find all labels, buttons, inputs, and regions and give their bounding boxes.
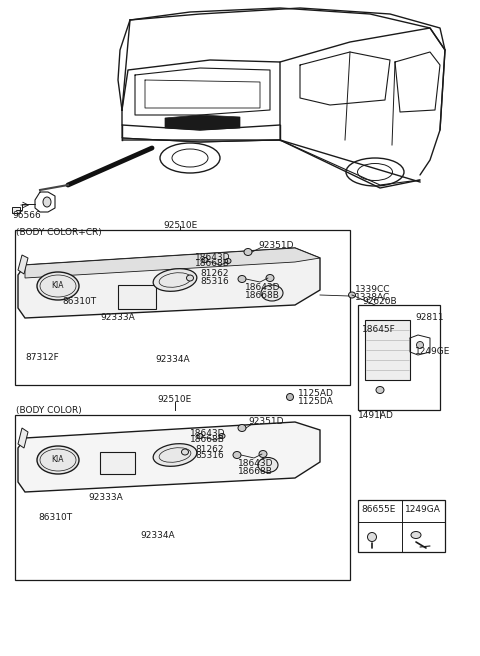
Ellipse shape xyxy=(238,424,246,432)
Text: 86655E: 86655E xyxy=(361,506,396,514)
Bar xyxy=(358,305,440,410)
Ellipse shape xyxy=(187,275,193,281)
Ellipse shape xyxy=(368,533,376,541)
Text: 92811: 92811 xyxy=(415,314,444,323)
Text: 18668B: 18668B xyxy=(245,291,280,300)
Ellipse shape xyxy=(153,443,197,466)
Text: 86310T: 86310T xyxy=(62,298,96,306)
Ellipse shape xyxy=(244,249,252,255)
Ellipse shape xyxy=(233,451,241,459)
Text: 85316: 85316 xyxy=(200,276,229,285)
Ellipse shape xyxy=(259,451,267,457)
Text: 92510E: 92510E xyxy=(163,220,197,230)
Text: 1339CC: 1339CC xyxy=(355,285,391,295)
Text: (BODY COLOR): (BODY COLOR) xyxy=(16,405,82,415)
Ellipse shape xyxy=(346,158,404,186)
Ellipse shape xyxy=(411,531,421,539)
Text: 92351D: 92351D xyxy=(248,417,284,426)
Polygon shape xyxy=(18,422,320,492)
Ellipse shape xyxy=(172,149,208,167)
Bar xyxy=(118,285,156,309)
Text: 1125DA: 1125DA xyxy=(298,396,334,405)
Text: 92334A: 92334A xyxy=(140,531,175,539)
Ellipse shape xyxy=(202,258,208,262)
Text: 1125AD: 1125AD xyxy=(298,388,334,398)
Bar xyxy=(365,320,410,380)
Ellipse shape xyxy=(417,342,423,348)
Text: 18668B: 18668B xyxy=(190,436,225,445)
Polygon shape xyxy=(18,428,28,448)
Ellipse shape xyxy=(197,434,203,438)
Ellipse shape xyxy=(238,276,246,283)
Text: 85316: 85316 xyxy=(195,451,224,461)
Text: 18643D: 18643D xyxy=(245,283,280,293)
Bar xyxy=(12,207,20,213)
Text: 18643D: 18643D xyxy=(195,253,230,262)
Polygon shape xyxy=(18,248,320,318)
Text: 1491AD: 1491AD xyxy=(358,411,394,419)
Text: 81262: 81262 xyxy=(200,270,228,279)
Polygon shape xyxy=(25,248,320,278)
Text: KIA: KIA xyxy=(52,281,64,291)
Ellipse shape xyxy=(358,163,393,180)
Bar xyxy=(15,415,350,580)
Ellipse shape xyxy=(261,285,283,301)
Ellipse shape xyxy=(376,386,384,394)
Text: 18645F: 18645F xyxy=(362,325,396,335)
Text: 92333A: 92333A xyxy=(88,493,123,502)
Text: 1249GE: 1249GE xyxy=(415,348,450,356)
Ellipse shape xyxy=(219,434,225,438)
Bar xyxy=(15,230,350,385)
Text: 1338AC: 1338AC xyxy=(355,293,390,302)
Ellipse shape xyxy=(266,274,274,281)
Ellipse shape xyxy=(258,457,278,472)
Text: 18643D: 18643D xyxy=(238,459,274,468)
Ellipse shape xyxy=(348,292,356,298)
Ellipse shape xyxy=(287,394,293,401)
Text: 92510E: 92510E xyxy=(158,396,192,405)
Text: 86310T: 86310T xyxy=(38,512,72,522)
Text: 96566: 96566 xyxy=(12,211,41,220)
Ellipse shape xyxy=(153,269,197,291)
Ellipse shape xyxy=(225,258,231,264)
Text: (BODY COLOR+CR): (BODY COLOR+CR) xyxy=(16,228,102,237)
Ellipse shape xyxy=(43,197,51,207)
Text: 1249GA: 1249GA xyxy=(405,506,441,514)
Polygon shape xyxy=(165,115,240,130)
Text: 92351D: 92351D xyxy=(258,241,293,251)
Text: 81262: 81262 xyxy=(195,445,224,453)
Text: 18668B: 18668B xyxy=(195,260,230,268)
Text: 92334A: 92334A xyxy=(155,356,190,365)
Bar xyxy=(100,452,135,474)
Ellipse shape xyxy=(37,272,79,300)
Ellipse shape xyxy=(37,446,79,474)
Text: KIA: KIA xyxy=(52,455,64,464)
Text: 92620B: 92620B xyxy=(362,298,396,306)
Text: 18643D: 18643D xyxy=(190,428,226,438)
Text: 87312F: 87312F xyxy=(25,354,59,363)
Text: 18668B: 18668B xyxy=(238,466,273,476)
Text: 92333A: 92333A xyxy=(100,314,135,323)
Ellipse shape xyxy=(160,143,220,173)
Ellipse shape xyxy=(181,449,189,455)
Bar xyxy=(358,500,445,552)
Polygon shape xyxy=(18,255,28,274)
